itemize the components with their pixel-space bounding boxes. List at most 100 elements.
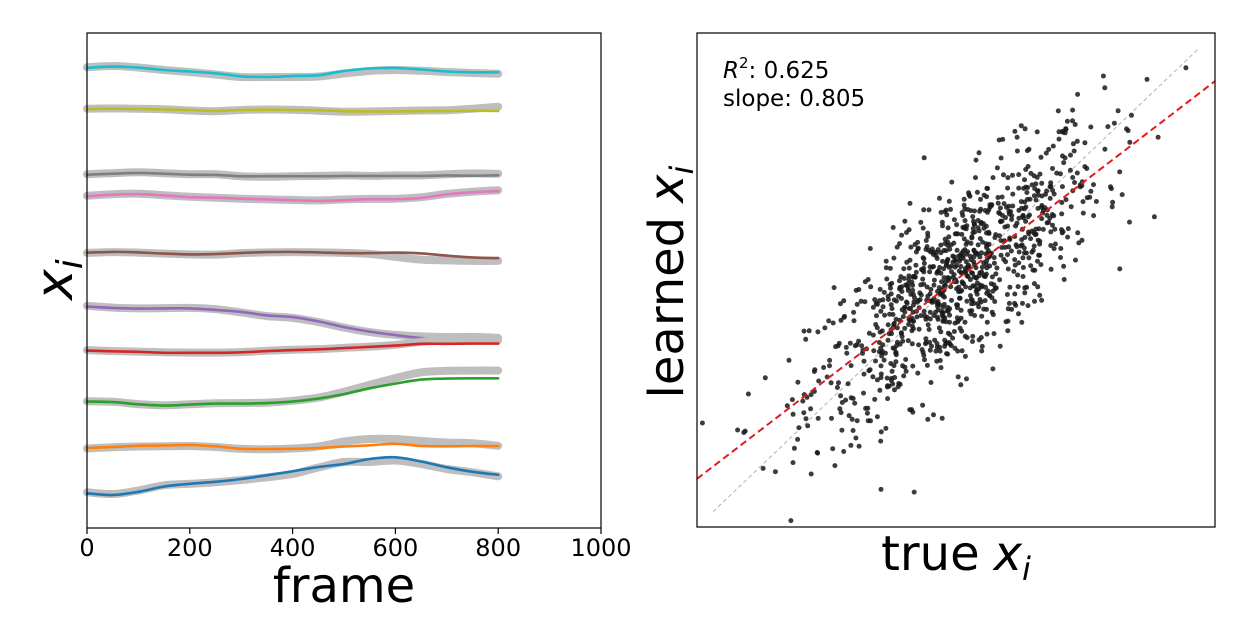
scatter-point [923, 238, 929, 243]
scatter-point [918, 313, 924, 319]
scatter-point [1002, 224, 1008, 230]
scatter-point [790, 460, 796, 466]
scatter-point [878, 345, 884, 351]
scatter-point [973, 157, 979, 163]
scatter-point [899, 284, 905, 290]
scatter-point [821, 365, 827, 370]
scatter-point [951, 254, 957, 260]
scatter-point [1029, 228, 1035, 234]
scatter-point [920, 276, 926, 282]
scatter-point [762, 375, 768, 381]
scatter-point [854, 301, 860, 307]
scatter-point [909, 323, 915, 329]
scatter-point [852, 400, 858, 406]
scatter-point [978, 250, 984, 256]
scatter-point [1070, 118, 1075, 124]
scatter-point [914, 314, 920, 320]
scatter-point [1117, 169, 1123, 175]
scatter-point [1022, 199, 1028, 205]
scatter-point [924, 284, 930, 290]
scatter-point [952, 320, 958, 326]
scatter-point [1010, 203, 1016, 209]
scatter-point [929, 343, 934, 349]
scatter-point [838, 317, 844, 323]
scatter-point [861, 390, 866, 396]
scatter-point [913, 249, 919, 255]
scatter-point [878, 438, 884, 444]
scatter-point [943, 248, 949, 254]
scatter-point [945, 330, 951, 336]
scatter-point [1026, 231, 1032, 237]
scatter-point [939, 219, 945, 225]
scatter-point [803, 416, 809, 422]
scatter-point [910, 363, 916, 369]
scatter-point [1027, 196, 1033, 202]
scatter-point [791, 445, 797, 451]
scatter-point [1012, 257, 1018, 263]
scatter-point [881, 289, 887, 295]
scatter-point [1051, 191, 1057, 197]
scatter-point [978, 221, 984, 227]
scatter-point [921, 207, 927, 213]
scatter-point [991, 260, 997, 266]
scatter-point [967, 285, 973, 291]
scatter-point [921, 269, 927, 275]
scatter-point [1019, 205, 1025, 211]
scatter-point [975, 301, 981, 307]
scatter-point [1013, 302, 1019, 308]
scatter-point [1001, 256, 1007, 262]
scatter-point [841, 298, 847, 304]
scatter-point [1022, 235, 1028, 240]
scatter-point [1006, 244, 1012, 250]
scatter-point [977, 282, 983, 288]
scatter-point [837, 406, 843, 412]
scatter-point [898, 274, 904, 280]
scatter-point [1004, 292, 1010, 297]
scatter-point [883, 425, 889, 431]
left-y-axis-title: xi [25, 259, 91, 302]
right-y-axis-title-base: learned [639, 217, 695, 399]
scatter-point [877, 286, 883, 292]
scatter-point [893, 359, 899, 365]
scatter-point [836, 380, 841, 386]
scatter-point [976, 150, 982, 156]
scatter-point [951, 329, 957, 334]
scatter-point [1088, 188, 1094, 194]
scatter-point [937, 358, 943, 363]
scatter-point [1075, 91, 1081, 97]
scatter-point [997, 343, 1003, 349]
scatter-point [1018, 123, 1024, 129]
scatter-point [1109, 204, 1115, 210]
left-y-axis-title-base: x [25, 268, 85, 302]
scatter-point [995, 195, 1001, 200]
scatter-point [1110, 199, 1116, 205]
scatter-point [957, 295, 962, 301]
scatter-point [1049, 212, 1055, 217]
scatter-point [1033, 197, 1039, 203]
scatter-point [870, 332, 876, 338]
scatter-point [902, 218, 908, 224]
scatter-point [913, 269, 919, 275]
scatter-point [842, 313, 847, 319]
scatter-point [974, 189, 980, 195]
true-trace-7 [83, 366, 503, 410]
scatter-point [938, 365, 944, 371]
scatter-point [925, 322, 931, 328]
fit-line [697, 80, 1215, 480]
scatter-point [1037, 292, 1043, 298]
scatter-point [1014, 244, 1020, 250]
scatter-point [910, 318, 916, 324]
scatter-point [885, 396, 891, 402]
scatter-point [966, 192, 972, 198]
scatter-point [1038, 262, 1044, 268]
scatter-point [896, 381, 902, 386]
scatter-point [1129, 112, 1134, 118]
scatter-point [863, 405, 869, 411]
scatter-point [1015, 284, 1021, 290]
scatter-point [929, 299, 935, 305]
scatter-point [1155, 134, 1161, 140]
scatter-point [983, 284, 988, 290]
right-x-axis-title-base: true [881, 526, 980, 582]
scatter-point [873, 358, 878, 364]
scatter-point [858, 298, 864, 304]
